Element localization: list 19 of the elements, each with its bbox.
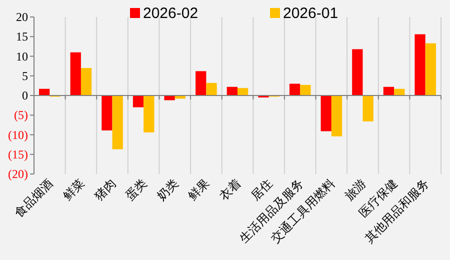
y-tick-label: 15 xyxy=(16,30,28,44)
x-tick-label: 鲜果 xyxy=(185,176,212,204)
x-tick-label: 居住 xyxy=(248,176,275,204)
x-tick-label: 鲜菜 xyxy=(60,176,88,204)
legend-label: 2026-02 xyxy=(143,5,198,22)
y-tick-label: 20 xyxy=(16,10,28,24)
y-tick-label: 0 xyxy=(22,88,28,102)
y-tick-label: (15) xyxy=(8,147,28,162)
x-tick-label: 衣着 xyxy=(216,176,244,204)
legend-label: 2026-01 xyxy=(283,5,338,22)
y-tick-label: 5 xyxy=(22,68,28,83)
x-tick-label: 蛋类 xyxy=(122,176,150,204)
y-tick-label: (5) xyxy=(14,108,28,122)
y-tick-label: 10 xyxy=(16,49,28,64)
x-tick-label: 旅游 xyxy=(342,176,369,204)
y-tick-label: (10) xyxy=(8,128,28,142)
x-tick-label: 猪肉 xyxy=(92,176,118,204)
x-tick-label: 奶类 xyxy=(154,176,182,204)
y-tick-label: (20) xyxy=(8,167,28,181)
